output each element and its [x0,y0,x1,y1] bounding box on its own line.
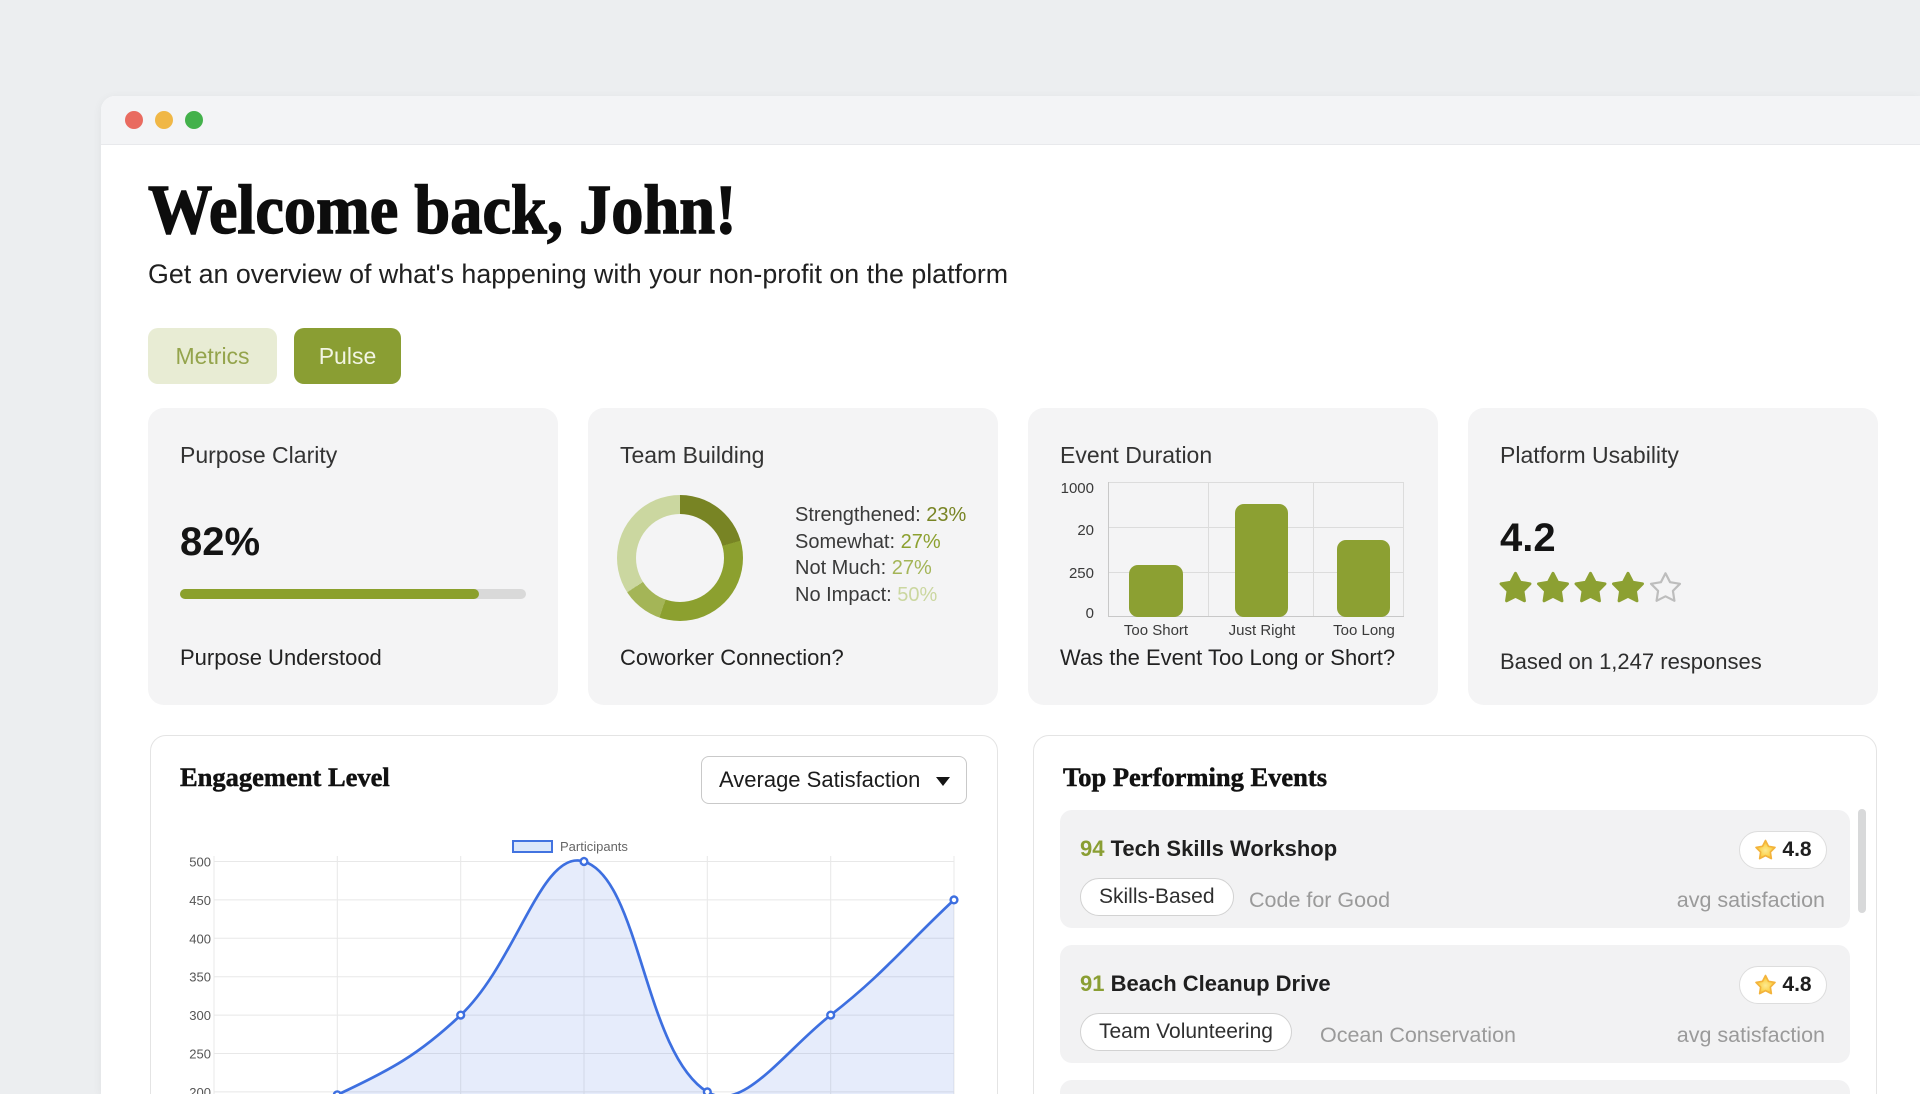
svg-text:200: 200 [189,1085,211,1094]
svg-text:350: 350 [189,970,211,985]
svg-text:450: 450 [189,893,211,908]
svg-text:400: 400 [189,931,211,946]
svg-text:300: 300 [189,1008,211,1023]
svg-text:500: 500 [189,855,211,870]
svg-text:250: 250 [189,1047,211,1062]
